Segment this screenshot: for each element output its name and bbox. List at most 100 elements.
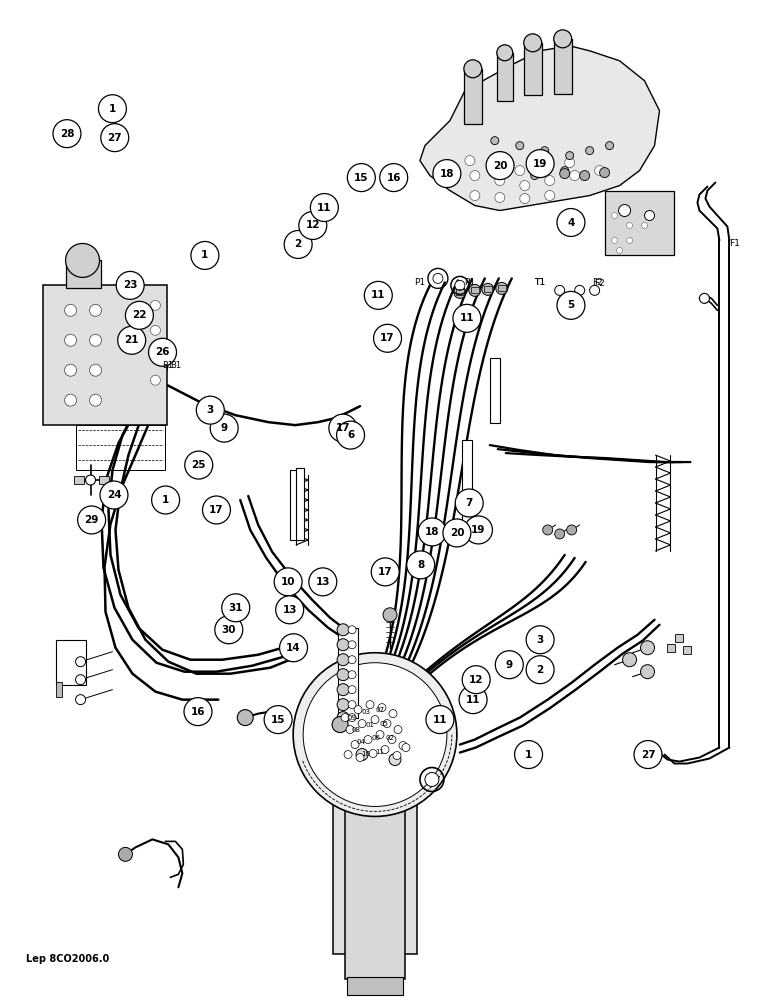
Circle shape [90,334,101,346]
Circle shape [191,241,219,269]
Circle shape [90,304,101,316]
Circle shape [90,394,101,406]
Circle shape [329,414,357,442]
Circle shape [520,194,530,204]
Circle shape [453,304,481,332]
Circle shape [555,529,564,539]
Circle shape [348,686,356,694]
Text: 22: 22 [132,310,147,320]
Circle shape [495,176,505,186]
Text: 10: 10 [361,751,371,757]
Text: 13: 13 [316,577,330,587]
Circle shape [337,421,364,449]
Text: 3: 3 [537,635,543,645]
Circle shape [151,350,161,360]
Text: 30: 30 [222,625,236,635]
Text: 11: 11 [459,313,474,323]
Bar [676,634,683,642]
Circle shape [433,273,443,283]
Circle shape [351,741,359,749]
Circle shape [496,651,523,679]
Circle shape [264,706,292,734]
Circle shape [299,212,327,239]
Text: 23: 23 [123,280,137,290]
Text: 19: 19 [533,159,547,169]
Circle shape [470,191,480,201]
Circle shape [364,281,392,309]
Circle shape [560,167,569,175]
Text: 31: 31 [229,603,243,613]
Circle shape [210,414,238,442]
Text: 17: 17 [378,567,392,577]
Text: 25: 25 [191,460,206,470]
Bar [523,43,542,95]
Circle shape [148,338,177,366]
Circle shape [364,736,372,744]
Circle shape [376,731,384,739]
Text: 05: 05 [380,721,388,727]
Circle shape [100,481,128,509]
Circle shape [433,160,461,188]
Bar [604,191,675,255]
Circle shape [496,282,508,294]
Text: 1: 1 [201,250,208,260]
Circle shape [65,364,76,376]
Circle shape [86,475,96,485]
Circle shape [605,142,614,150]
Bar [489,358,499,423]
Text: B1: B1 [170,361,181,370]
Circle shape [65,394,76,406]
Circle shape [554,30,571,48]
Circle shape [418,518,446,546]
Circle shape [618,205,631,217]
Bar [76,425,165,470]
Circle shape [645,211,655,221]
Text: P1: P1 [464,278,476,287]
Circle shape [634,741,662,769]
Bar [464,69,482,124]
Text: 12: 12 [469,675,483,685]
Text: 1: 1 [109,104,116,114]
Circle shape [117,326,146,354]
Circle shape [380,164,408,192]
Text: 03: 03 [361,709,371,715]
Circle shape [393,752,401,760]
Text: 29: 29 [84,515,99,525]
Circle shape [540,161,550,171]
Text: 15: 15 [271,715,286,725]
Circle shape [332,717,348,733]
Circle shape [78,506,106,534]
Circle shape [469,284,481,296]
Circle shape [337,639,349,651]
Circle shape [366,701,374,709]
Circle shape [465,516,493,544]
Circle shape [495,193,505,203]
Text: 11: 11 [371,290,385,300]
Bar [338,628,358,718]
Circle shape [545,176,555,186]
Circle shape [407,551,435,579]
Text: F2: F2 [592,278,603,287]
Circle shape [611,237,618,243]
Text: 04: 04 [357,739,365,745]
Text: 07: 07 [375,707,384,713]
Bar [498,285,506,291]
Circle shape [530,172,539,180]
Circle shape [515,166,525,176]
Text: 09: 09 [347,715,357,721]
Circle shape [356,749,368,761]
Circle shape [465,156,475,166]
Circle shape [402,744,410,752]
Circle shape [555,285,564,295]
Text: 2: 2 [295,239,302,249]
Bar [347,977,403,995]
Text: 11: 11 [317,203,332,213]
Bar [99,476,109,484]
Circle shape [497,45,513,61]
Bar [668,644,676,652]
Text: 15: 15 [354,173,368,183]
Circle shape [557,209,585,236]
Circle shape [90,364,101,376]
Circle shape [617,247,622,253]
Circle shape [374,324,401,352]
